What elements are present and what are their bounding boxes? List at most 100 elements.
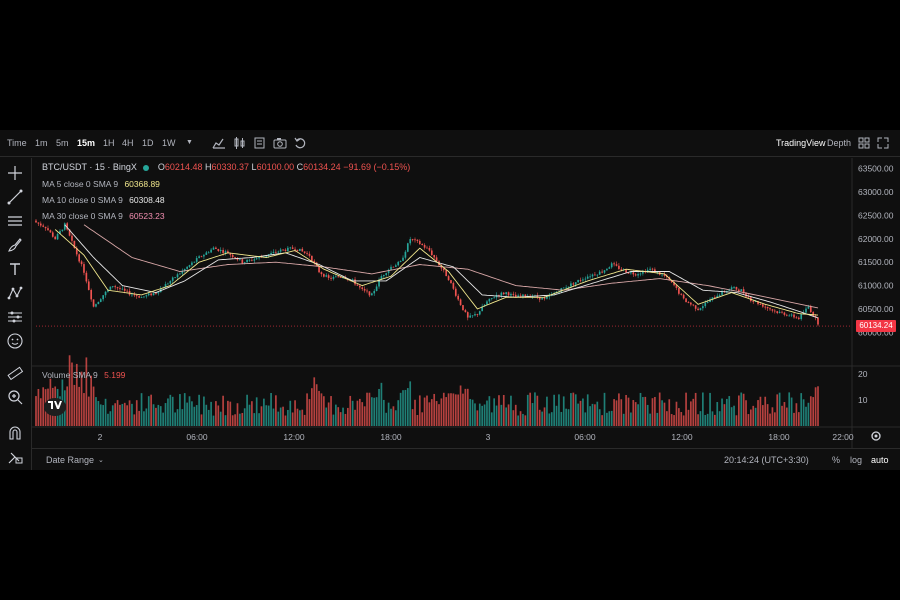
candle-body: [366, 290, 368, 292]
volume-bar: [534, 392, 536, 426]
volume-bar: [107, 413, 109, 426]
interval-4h[interactable]: 4H: [122, 138, 134, 148]
time-label[interactable]: Time: [7, 138, 27, 148]
volume-bar: [385, 412, 388, 426]
volume-bar: [498, 395, 500, 426]
gear-icon[interactable]: [870, 430, 882, 442]
volume-bar: [522, 413, 524, 426]
emoji-icon[interactable]: [6, 332, 24, 350]
pattern-icon[interactable]: [6, 284, 24, 302]
ohlc-open: 60214.48: [164, 162, 203, 172]
percent-toggle[interactable]: %: [832, 455, 841, 465]
ohlc-open-label: O: [157, 162, 165, 172]
candle-body: [171, 277, 174, 281]
candle-body: [466, 312, 469, 318]
ma10-legend[interactable]: MA 10 close 0 SMA 9 60308.48: [42, 195, 165, 206]
candles-icon[interactable]: [233, 136, 247, 150]
date-range-button[interactable]: Date Range: [46, 455, 95, 465]
candle-body: [706, 301, 709, 303]
volume-bar: [430, 399, 433, 426]
interval-1h[interactable]: 1H: [103, 138, 115, 148]
volume-bar: [275, 395, 277, 426]
interval-15m[interactable]: 15m: [77, 138, 96, 148]
horizontal-lines-icon[interactable]: [6, 212, 24, 230]
prediction-icon[interactable]: [6, 308, 24, 326]
volume-bar: [538, 409, 541, 426]
brush-icon[interactable]: [6, 236, 24, 254]
chart-type-icon[interactable]: [212, 137, 226, 149]
time-tick-label: 18:00: [380, 432, 402, 442]
candle-body: [155, 293, 157, 294]
volume-bar: [589, 406, 591, 426]
trendline-icon[interactable]: [6, 188, 24, 206]
magnet-icon[interactable]: [6, 424, 24, 442]
volume-bar: [507, 404, 510, 426]
symbol-name: BTC/USDT · 15 · BingX: [42, 162, 137, 172]
ruler-icon[interactable]: [6, 364, 24, 382]
ohlc-close: 60134.24: [303, 162, 341, 172]
volume-bar: [83, 393, 85, 426]
ma5-legend[interactable]: MA 5 close 0 SMA 9 60368.89: [42, 179, 160, 190]
volume-bar: [392, 406, 395, 426]
candle-body: [490, 298, 493, 299]
candle-body: [476, 314, 479, 315]
interval-1w[interactable]: 1W: [162, 138, 176, 148]
candle-body: [373, 290, 376, 294]
volume-bar: [143, 411, 145, 426]
interval-dropdown-icon[interactable]: ▼: [186, 139, 193, 146]
candle-body: [47, 228, 49, 231]
log-toggle[interactable]: log: [850, 455, 863, 465]
candle-body: [301, 248, 304, 252]
candle-body: [682, 294, 685, 299]
volume-bar: [66, 386, 69, 426]
candle-body: [591, 274, 594, 277]
undo-icon[interactable]: [293, 136, 307, 150]
volume-bar: [356, 400, 359, 426]
auto-toggle[interactable]: auto: [871, 455, 889, 465]
candle-body: [507, 292, 510, 296]
volume-legend[interactable]: Volume SMA 9 5.199: [42, 370, 125, 381]
volume-bar: [299, 410, 301, 426]
candle-body: [318, 266, 320, 273]
candle-body: [481, 306, 484, 312]
indicators-icon[interactable]: [253, 136, 267, 150]
volume-bar: [462, 393, 464, 426]
text-icon[interactable]: [6, 260, 24, 278]
crosshair-icon[interactable]: [6, 164, 24, 182]
candle-body: [296, 249, 299, 251]
candle-body: [625, 269, 627, 273]
volume-bar: [119, 404, 121, 426]
price-chart[interactable]: 63500.00 63000.00 62500.00 62000.00 61500.00…: [0, 130, 900, 470]
volume-bar: [253, 413, 256, 426]
depth-tab[interactable]: Depth: [827, 138, 852, 148]
candle-body: [488, 298, 491, 302]
interval-1d[interactable]: 1D: [142, 138, 154, 148]
lock-drawing-icon[interactable]: [6, 448, 24, 466]
candle-body: [783, 312, 786, 315]
interval-1m[interactable]: 1m: [35, 138, 48, 148]
candle-body: [714, 297, 716, 299]
candle-body: [87, 281, 90, 290]
layout-grid-icon[interactable]: [858, 137, 870, 149]
volume-bar: [126, 405, 128, 426]
candle-body: [217, 248, 220, 252]
tradingview-tab[interactable]: TradingView: [776, 138, 826, 148]
volume-bar: [157, 404, 160, 426]
fullscreen-icon[interactable]: [877, 137, 889, 149]
ma30-legend[interactable]: MA 30 close 0 SMA 9 60523.23: [42, 211, 165, 222]
candle-body: [498, 294, 500, 296]
volume-bar: [442, 392, 445, 426]
chevron-down-icon[interactable]: ⌄: [98, 457, 104, 464]
interval-5m[interactable]: 5m: [56, 138, 69, 148]
volume-bar: [380, 382, 383, 426]
candle-body: [459, 299, 462, 306]
volume-bar: [368, 392, 371, 426]
volume-bar: [311, 388, 313, 426]
volume-bar: [349, 395, 352, 426]
volume-label: Volume SMA 9: [42, 370, 98, 380]
candle-body: [291, 247, 294, 249]
camera-icon[interactable]: [273, 136, 287, 150]
zoom-in-icon[interactable]: [6, 388, 24, 406]
clock-timezone[interactable]: 20:14:24 (UTC+3:30): [724, 455, 809, 465]
volume-bar: [723, 404, 726, 426]
